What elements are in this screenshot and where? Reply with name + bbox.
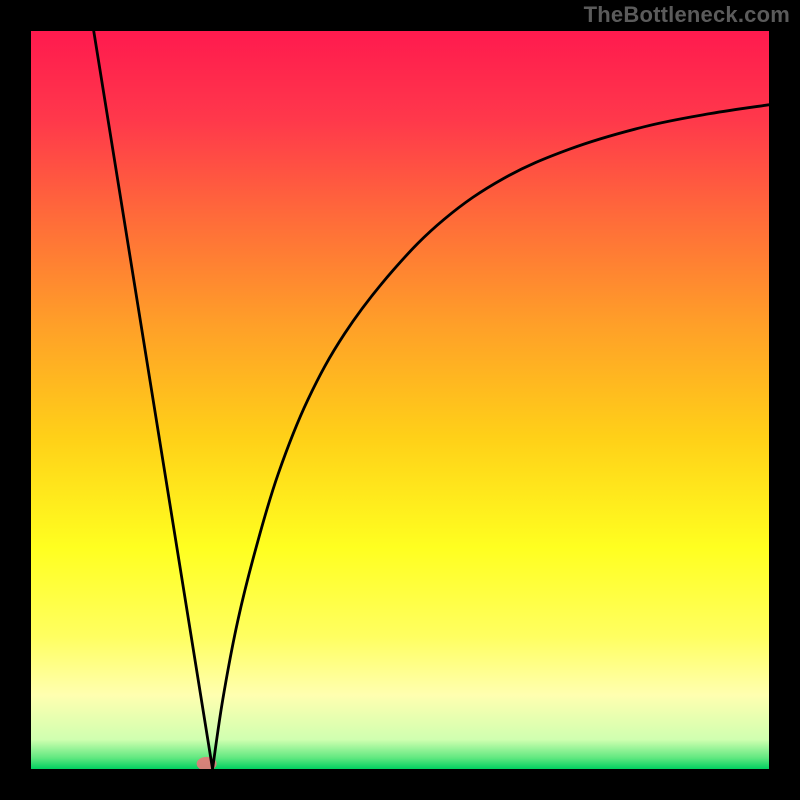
attribution-watermark: TheBottleneck.com — [584, 2, 790, 28]
plot-area — [31, 31, 769, 769]
plot-background — [31, 31, 769, 769]
chart-frame: TheBottleneck.com — [0, 0, 800, 800]
plot-svg — [31, 31, 769, 769]
